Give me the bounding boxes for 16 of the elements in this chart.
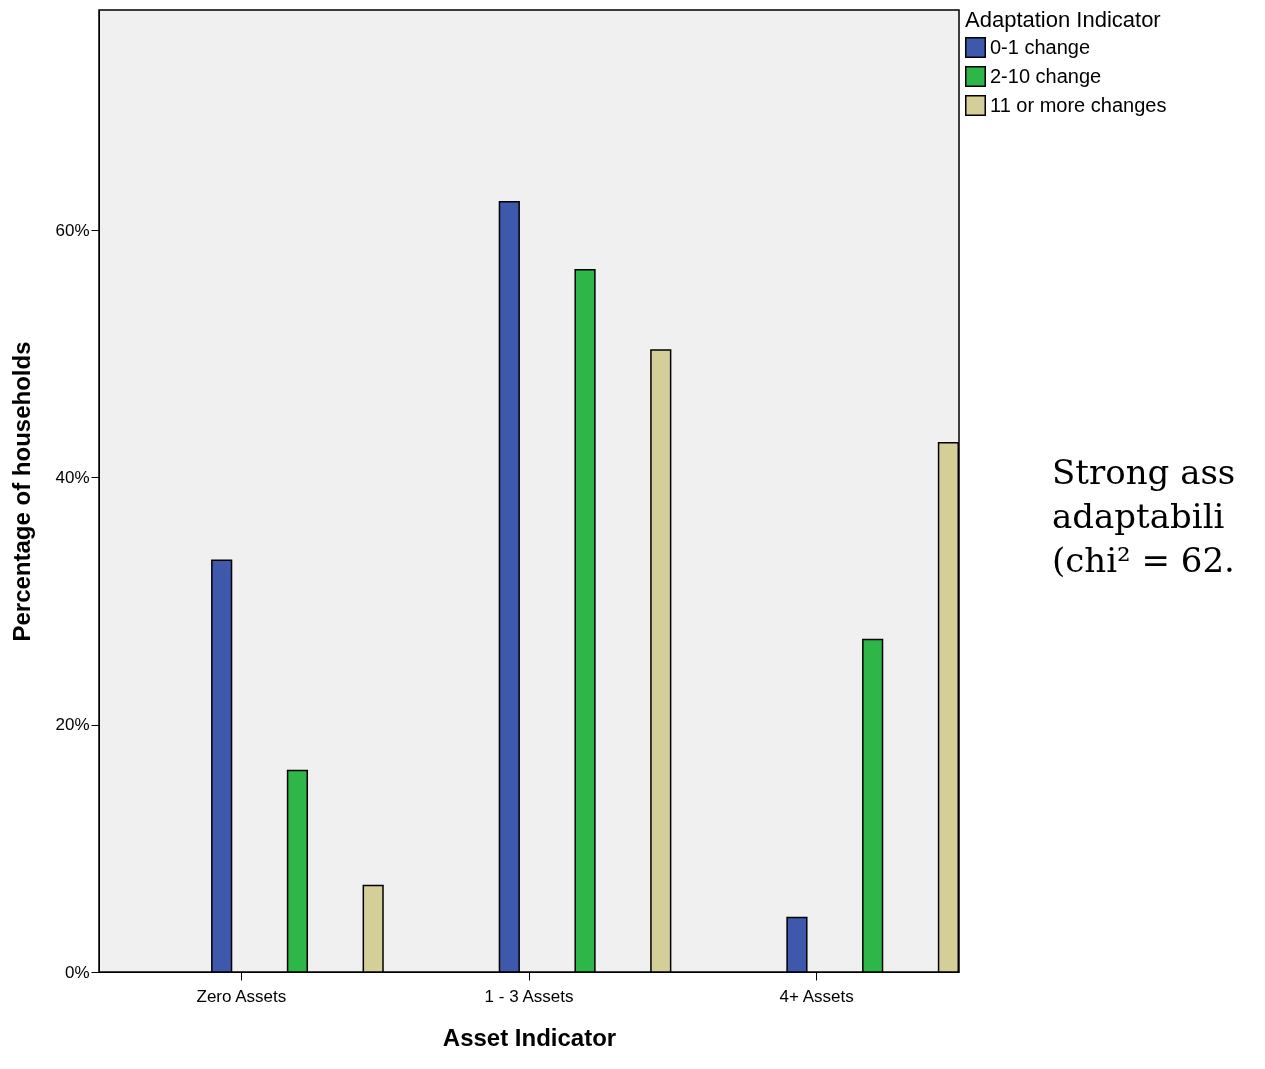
y-tick-label: 20% [55,715,90,735]
x-tick-label: 1 - 3 Assets [484,986,574,1006]
y-tick-label: 0% [64,962,90,982]
legend-title: Adaptation Indicator [965,7,1161,32]
x-tick-label: 4+ Assets [779,986,854,1006]
text: adaptabili [1052,495,1226,539]
y-tick-label: 60% [55,220,90,240]
text: (chi² = 62. [1052,539,1236,583]
text: Strong ass [1052,451,1236,494]
legend-label: 2-10 change [990,64,1102,87]
y-tick-label: 40% [55,467,90,487]
legend-label: 11 or more changes [990,93,1167,116]
x-tick-label: Zero Assets [196,986,287,1006]
y-axis-title: Percentage of households [8,341,36,642]
legend-label: 0-1 change [990,35,1091,58]
x-axis-title: Asset Indicator [442,1023,617,1051]
